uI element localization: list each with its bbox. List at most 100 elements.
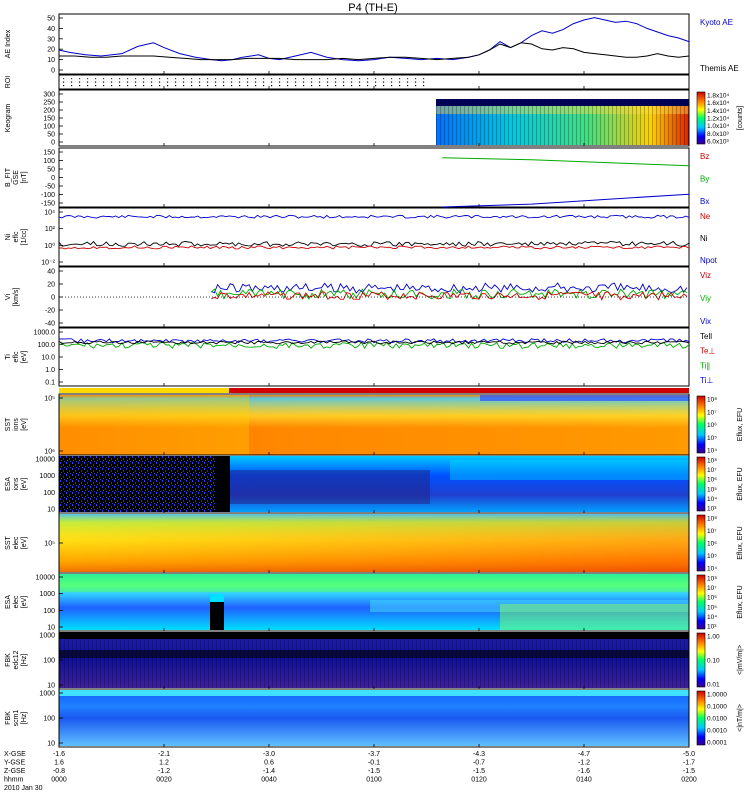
roi-dot — [127, 85, 129, 87]
ytick-bfit-6: -150 — [41, 201, 55, 208]
panel-label-esa1-2: [eV] — [21, 478, 28, 491]
panel-label-sst2-0: SST — [5, 535, 12, 549]
ytick-sst2-0: 10⁵ — [44, 541, 55, 548]
legend-bfit-1: By — [700, 175, 709, 184]
colorbar-tick-keo-0: 1.8x10⁴ — [707, 93, 730, 100]
legend-ae-1: Themis AE — [700, 64, 739, 73]
colorbar-title-esa2: Eflux, EFU — [737, 585, 744, 618]
roi-dot — [279, 78, 281, 80]
roi-dot — [311, 85, 313, 87]
ytick-esa2-2: 100 — [43, 608, 55, 615]
roi-dot — [239, 85, 241, 87]
roi-dot — [303, 85, 305, 87]
roi-dot — [295, 85, 297, 87]
roi-dot — [351, 81, 353, 83]
series-bfit-1 — [442, 193, 690, 208]
ephem-value-6-3: 0200 — [681, 777, 697, 784]
roi-dot — [95, 85, 97, 87]
ytick-ae-5: 0 — [51, 68, 55, 75]
roi-dot — [399, 85, 401, 87]
ephem-value-4-1: -0.7 — [473, 760, 485, 767]
colorbar-tick-esa2-3: 10⁵ — [707, 604, 717, 611]
roi-dot — [87, 85, 89, 87]
colorbar-tick-sst1-3: 10⁵ — [707, 435, 717, 442]
panel-label-vi-0: Vi — [5, 294, 12, 301]
ytick-esa1-3: 10 — [47, 507, 55, 514]
trace — [58, 338, 690, 344]
roi-dot — [223, 81, 225, 83]
roi-dot — [63, 78, 65, 80]
ephem-row-label-3: hhmm — [4, 777, 24, 784]
roi-dot — [303, 78, 305, 80]
panel-label-bfit-2: [nT] — [21, 171, 28, 183]
roi-dot — [375, 78, 377, 80]
roi-dot — [63, 81, 65, 83]
colorbar-tick-fbk2-1: 0.1000 — [707, 704, 727, 711]
panel-frame-bfit — [58, 147, 690, 208]
roi-dot — [319, 78, 321, 80]
ytick-keo-4: 100 — [43, 124, 55, 131]
ytick-keo-2: 200 — [43, 108, 55, 115]
roi-dot — [215, 78, 217, 80]
colorbar-tick-fbk2-4: 0.0001 — [707, 740, 727, 747]
series — [58, 17, 690, 350]
ytick-bfit-4: -50 — [45, 184, 55, 191]
roi-dot — [143, 78, 145, 80]
trace — [58, 340, 690, 345]
roi-dot — [375, 85, 377, 87]
colorbar-tick-fbk2-2: 0.0100 — [707, 716, 727, 723]
ephem-row-label-2: Z-GSE — [4, 768, 26, 775]
roi-dot — [287, 78, 289, 80]
legend-ti-1: Te⊥ — [700, 347, 715, 356]
roi-dot — [151, 85, 153, 87]
plot-title: P4 (TH-E) — [348, 2, 398, 14]
roi-dot — [207, 78, 209, 80]
roi-dot — [279, 85, 281, 87]
roi-dot — [295, 78, 297, 80]
ytick-fbk1-1: 100 — [43, 658, 55, 665]
roi-dot — [311, 78, 313, 80]
ephem-value-4-0: -4.3 — [473, 751, 485, 758]
roi-dot — [127, 81, 129, 83]
roi-dot — [167, 85, 169, 87]
roi-dot — [303, 81, 305, 83]
colorbar-title-fbk1: <|mV/m|> — [737, 645, 744, 675]
roi-dot — [151, 81, 153, 83]
panel-label-esa1-0: ESA — [5, 477, 12, 491]
ytick-keo-6: 0 — [51, 140, 55, 147]
roi-dot — [199, 85, 201, 87]
colorbar-tick-sst1-1: 10⁷ — [707, 409, 717, 416]
roi-dot — [223, 78, 225, 80]
legend-ni-1: Ni — [700, 234, 708, 243]
ytick-fbk1-2: 10 — [47, 683, 55, 690]
ytick-fbk1-0: 1000 — [39, 633, 55, 640]
roi-dot — [423, 81, 425, 83]
ephem-value-5-3: 0140 — [576, 777, 592, 784]
roi-dot — [175, 85, 177, 87]
ephem-value-3-0: -3.7 — [368, 751, 380, 758]
roi-dot — [311, 81, 313, 83]
ytick-esa1-2: 100 — [43, 490, 55, 497]
roi-dot — [287, 85, 289, 87]
roi-dot — [335, 85, 337, 87]
roi-dot — [71, 85, 73, 87]
colorbar-tick-sst2-3: 10⁵ — [707, 553, 717, 560]
roi-dot — [119, 78, 121, 80]
panel-label-ae-0: AE Index — [5, 29, 12, 58]
panel-label-ni-1: eflc — [13, 231, 20, 242]
ytick-fbk2-2: 10 — [47, 741, 55, 748]
roi-dot — [263, 78, 265, 80]
roi-dot — [111, 81, 113, 83]
roi-dot — [367, 85, 369, 87]
panel-label-esa2-2: [eV] — [21, 596, 28, 609]
mode-bar-red — [229, 388, 689, 393]
fbk-scm1-image — [59, 690, 689, 746]
roi-dot — [63, 85, 65, 87]
panel-label-fbk1-0: FBK — [5, 653, 12, 667]
ephem-value-1-1: 1.2 — [159, 760, 169, 767]
panel-fbk2: FBK scm1 [Hz] 1000 100 10 1.0000 0.1000 0.0100 0.… — [5, 688, 744, 748]
colorbar-tick-esa1-3: 10⁵ — [707, 486, 717, 493]
roi-dot — [255, 78, 257, 80]
legend-vi-2: Vix — [700, 317, 711, 326]
